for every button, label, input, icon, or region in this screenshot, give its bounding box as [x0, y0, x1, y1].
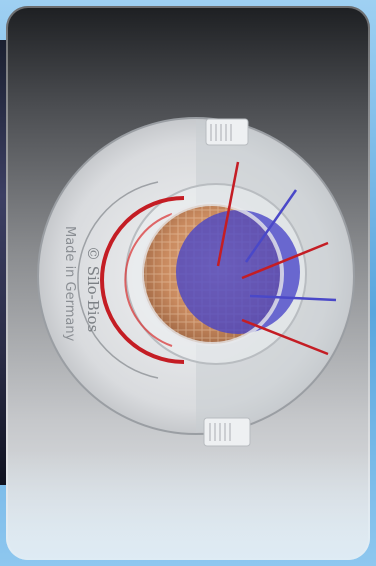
red-arrows	[216, 161, 329, 356]
bottom-clip-ridges	[209, 423, 231, 441]
red-arc-inner	[124, 213, 173, 347]
lens-diagram: © Silo-Bios Made in Germany	[37, 117, 355, 447]
top-clip-ridges	[210, 124, 232, 141]
blue-arrows	[244, 189, 337, 302]
grey-arc	[77, 181, 159, 379]
brand-label: © Silo-Bios	[84, 246, 102, 332]
bottom-clip	[203, 417, 251, 447]
photo-card: © Silo-Bios Made in Germany	[6, 6, 370, 560]
bottom-glow	[6, 450, 370, 560]
top-clip	[205, 118, 249, 146]
blue-overlay	[176, 210, 300, 334]
made-in-label: Made in Germany	[62, 226, 77, 342]
red-arc-outer	[100, 196, 185, 364]
tissue-outline	[140, 202, 284, 346]
